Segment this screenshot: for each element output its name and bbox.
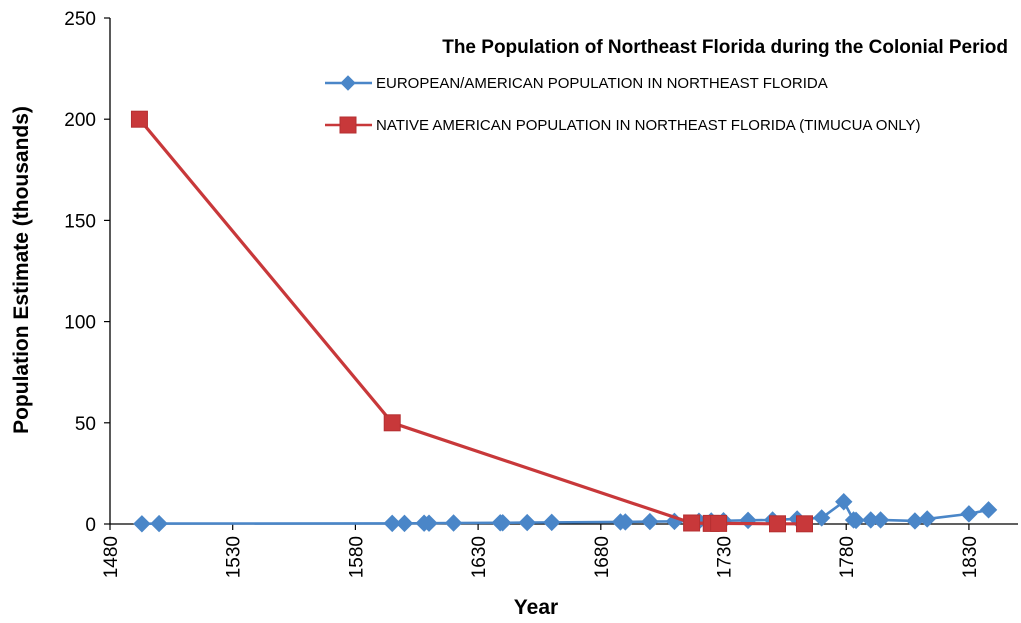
tick-labels: 0 50 100 150 200 250 1480 1530 1580 1630 1680 1730 1… <box>64 9 981 578</box>
y-tick-label: 100 <box>64 313 96 334</box>
legend-entry-2: NATIVE AMERICAN POPULATION IN NORTHEAST … <box>325 116 921 134</box>
data-point-diamond <box>871 511 890 529</box>
legend-label: EUROPEAN/AMERICAN POPULATION IN NORTHEAS… <box>376 75 828 92</box>
data-point-diamond <box>616 513 635 531</box>
data-point-square <box>383 414 401 432</box>
data-point-diamond <box>847 511 865 530</box>
data-point-diamond <box>641 512 659 531</box>
chart-title: The Population of Northeast Florida duri… <box>442 37 1008 58</box>
data-point-diamond <box>918 510 936 528</box>
data-point-diamond <box>493 514 512 532</box>
legend-swatch-marker <box>340 75 356 91</box>
x-tick-label: 1480 <box>101 536 122 578</box>
data-point-diamond <box>979 501 998 519</box>
y-tick-label: 250 <box>64 9 96 30</box>
data-point-diamond <box>960 505 978 523</box>
legend-label: NATIVE AMERICAN POPULATION IN NORTHEAST … <box>376 117 921 134</box>
series-1 <box>133 493 998 533</box>
legend: EUROPEAN/AMERICAN POPULATION IN NORTHEAS… <box>325 75 921 134</box>
legend-entry-1: EUROPEAN/AMERICAN POPULATION IN NORTHEAS… <box>325 75 828 92</box>
data-point-square <box>130 110 148 128</box>
data-point-diamond <box>543 513 561 532</box>
y-axis-title: Population Estimate (thousands) <box>10 106 33 434</box>
data-point-diamond <box>739 511 757 530</box>
y-tick-label: 150 <box>64 211 96 232</box>
data-point-square <box>769 515 787 533</box>
series-line <box>138 118 805 526</box>
data-point-diamond <box>835 493 853 511</box>
x-tick-label: 1780 <box>837 536 858 578</box>
y-tick-label: 200 <box>64 110 96 131</box>
data-point-diamond <box>150 514 168 533</box>
y-tick-label: 0 <box>85 515 96 536</box>
x-axis-title: Year <box>514 596 558 619</box>
data-point-diamond <box>812 509 831 527</box>
data-point-square <box>795 515 813 533</box>
series-2 <box>130 110 813 533</box>
data-point-diamond <box>395 514 414 533</box>
data-point-square <box>683 514 701 532</box>
data-point-diamond <box>518 513 536 532</box>
data-point-diamond <box>444 514 463 532</box>
x-tick-label: 1530 <box>224 536 245 578</box>
x-tick-label: 1580 <box>346 536 367 578</box>
x-tick-label: 1680 <box>592 536 613 578</box>
x-tick-label: 1830 <box>960 536 981 578</box>
x-tick-label: 1730 <box>715 536 736 578</box>
data-point-diamond <box>420 514 438 532</box>
data-point-square <box>710 514 728 532</box>
series-layer <box>130 110 998 533</box>
legend-swatch-marker <box>339 116 357 134</box>
axes <box>104 17 1018 530</box>
data-point-diamond <box>133 515 151 533</box>
data-point-diamond <box>383 514 401 533</box>
y-tick-label: 50 <box>75 414 96 435</box>
x-tick-label: 1630 <box>469 536 490 578</box>
